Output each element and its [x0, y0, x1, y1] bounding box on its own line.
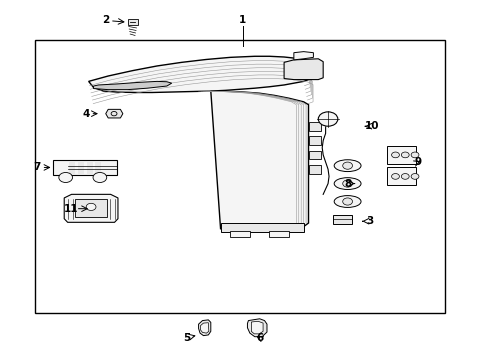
Circle shape [93, 172, 107, 183]
Bar [309, 150, 321, 159]
Bar [69, 161, 75, 174]
Bar [87, 161, 93, 174]
Bar [78, 161, 84, 174]
Circle shape [86, 203, 96, 211]
Circle shape [59, 172, 73, 183]
Circle shape [392, 174, 399, 179]
Bar [220, 223, 304, 232]
Polygon shape [106, 109, 123, 118]
Circle shape [318, 112, 338, 126]
Text: 5: 5 [183, 333, 190, 343]
Polygon shape [64, 194, 118, 222]
Text: 11: 11 [64, 204, 79, 214]
Text: 6: 6 [256, 333, 263, 343]
Ellipse shape [334, 160, 361, 172]
Bar [96, 161, 101, 174]
Bar [270, 231, 289, 237]
Text: 9: 9 [415, 157, 422, 167]
Text: 10: 10 [365, 121, 379, 131]
Polygon shape [94, 81, 172, 90]
Bar [128, 19, 138, 25]
Polygon shape [247, 319, 267, 337]
Bar [309, 165, 321, 174]
Circle shape [343, 198, 352, 205]
Circle shape [401, 152, 409, 158]
Polygon shape [294, 51, 314, 60]
Text: 8: 8 [344, 179, 351, 189]
Circle shape [401, 174, 409, 179]
Circle shape [392, 152, 399, 158]
Bar [230, 231, 250, 237]
Bar [387, 167, 416, 185]
Text: 4: 4 [82, 109, 90, 119]
Circle shape [343, 180, 352, 187]
Bar [75, 199, 107, 217]
Polygon shape [89, 56, 309, 93]
Text: 3: 3 [366, 216, 373, 226]
Text: 7: 7 [34, 162, 41, 172]
Polygon shape [200, 323, 209, 333]
Bar [35, 40, 445, 313]
Ellipse shape [334, 178, 361, 189]
Polygon shape [211, 91, 309, 231]
Circle shape [411, 152, 419, 158]
Bar [53, 160, 117, 175]
Text: 2: 2 [102, 15, 109, 26]
Polygon shape [251, 321, 263, 334]
Circle shape [411, 174, 419, 179]
Polygon shape [198, 320, 211, 336]
Circle shape [343, 162, 352, 169]
Text: 1: 1 [239, 15, 246, 26]
Ellipse shape [334, 195, 361, 207]
Polygon shape [284, 59, 323, 80]
Bar [333, 215, 351, 224]
Bar [309, 122, 321, 131]
Bar [309, 136, 321, 145]
Bar [387, 146, 416, 164]
